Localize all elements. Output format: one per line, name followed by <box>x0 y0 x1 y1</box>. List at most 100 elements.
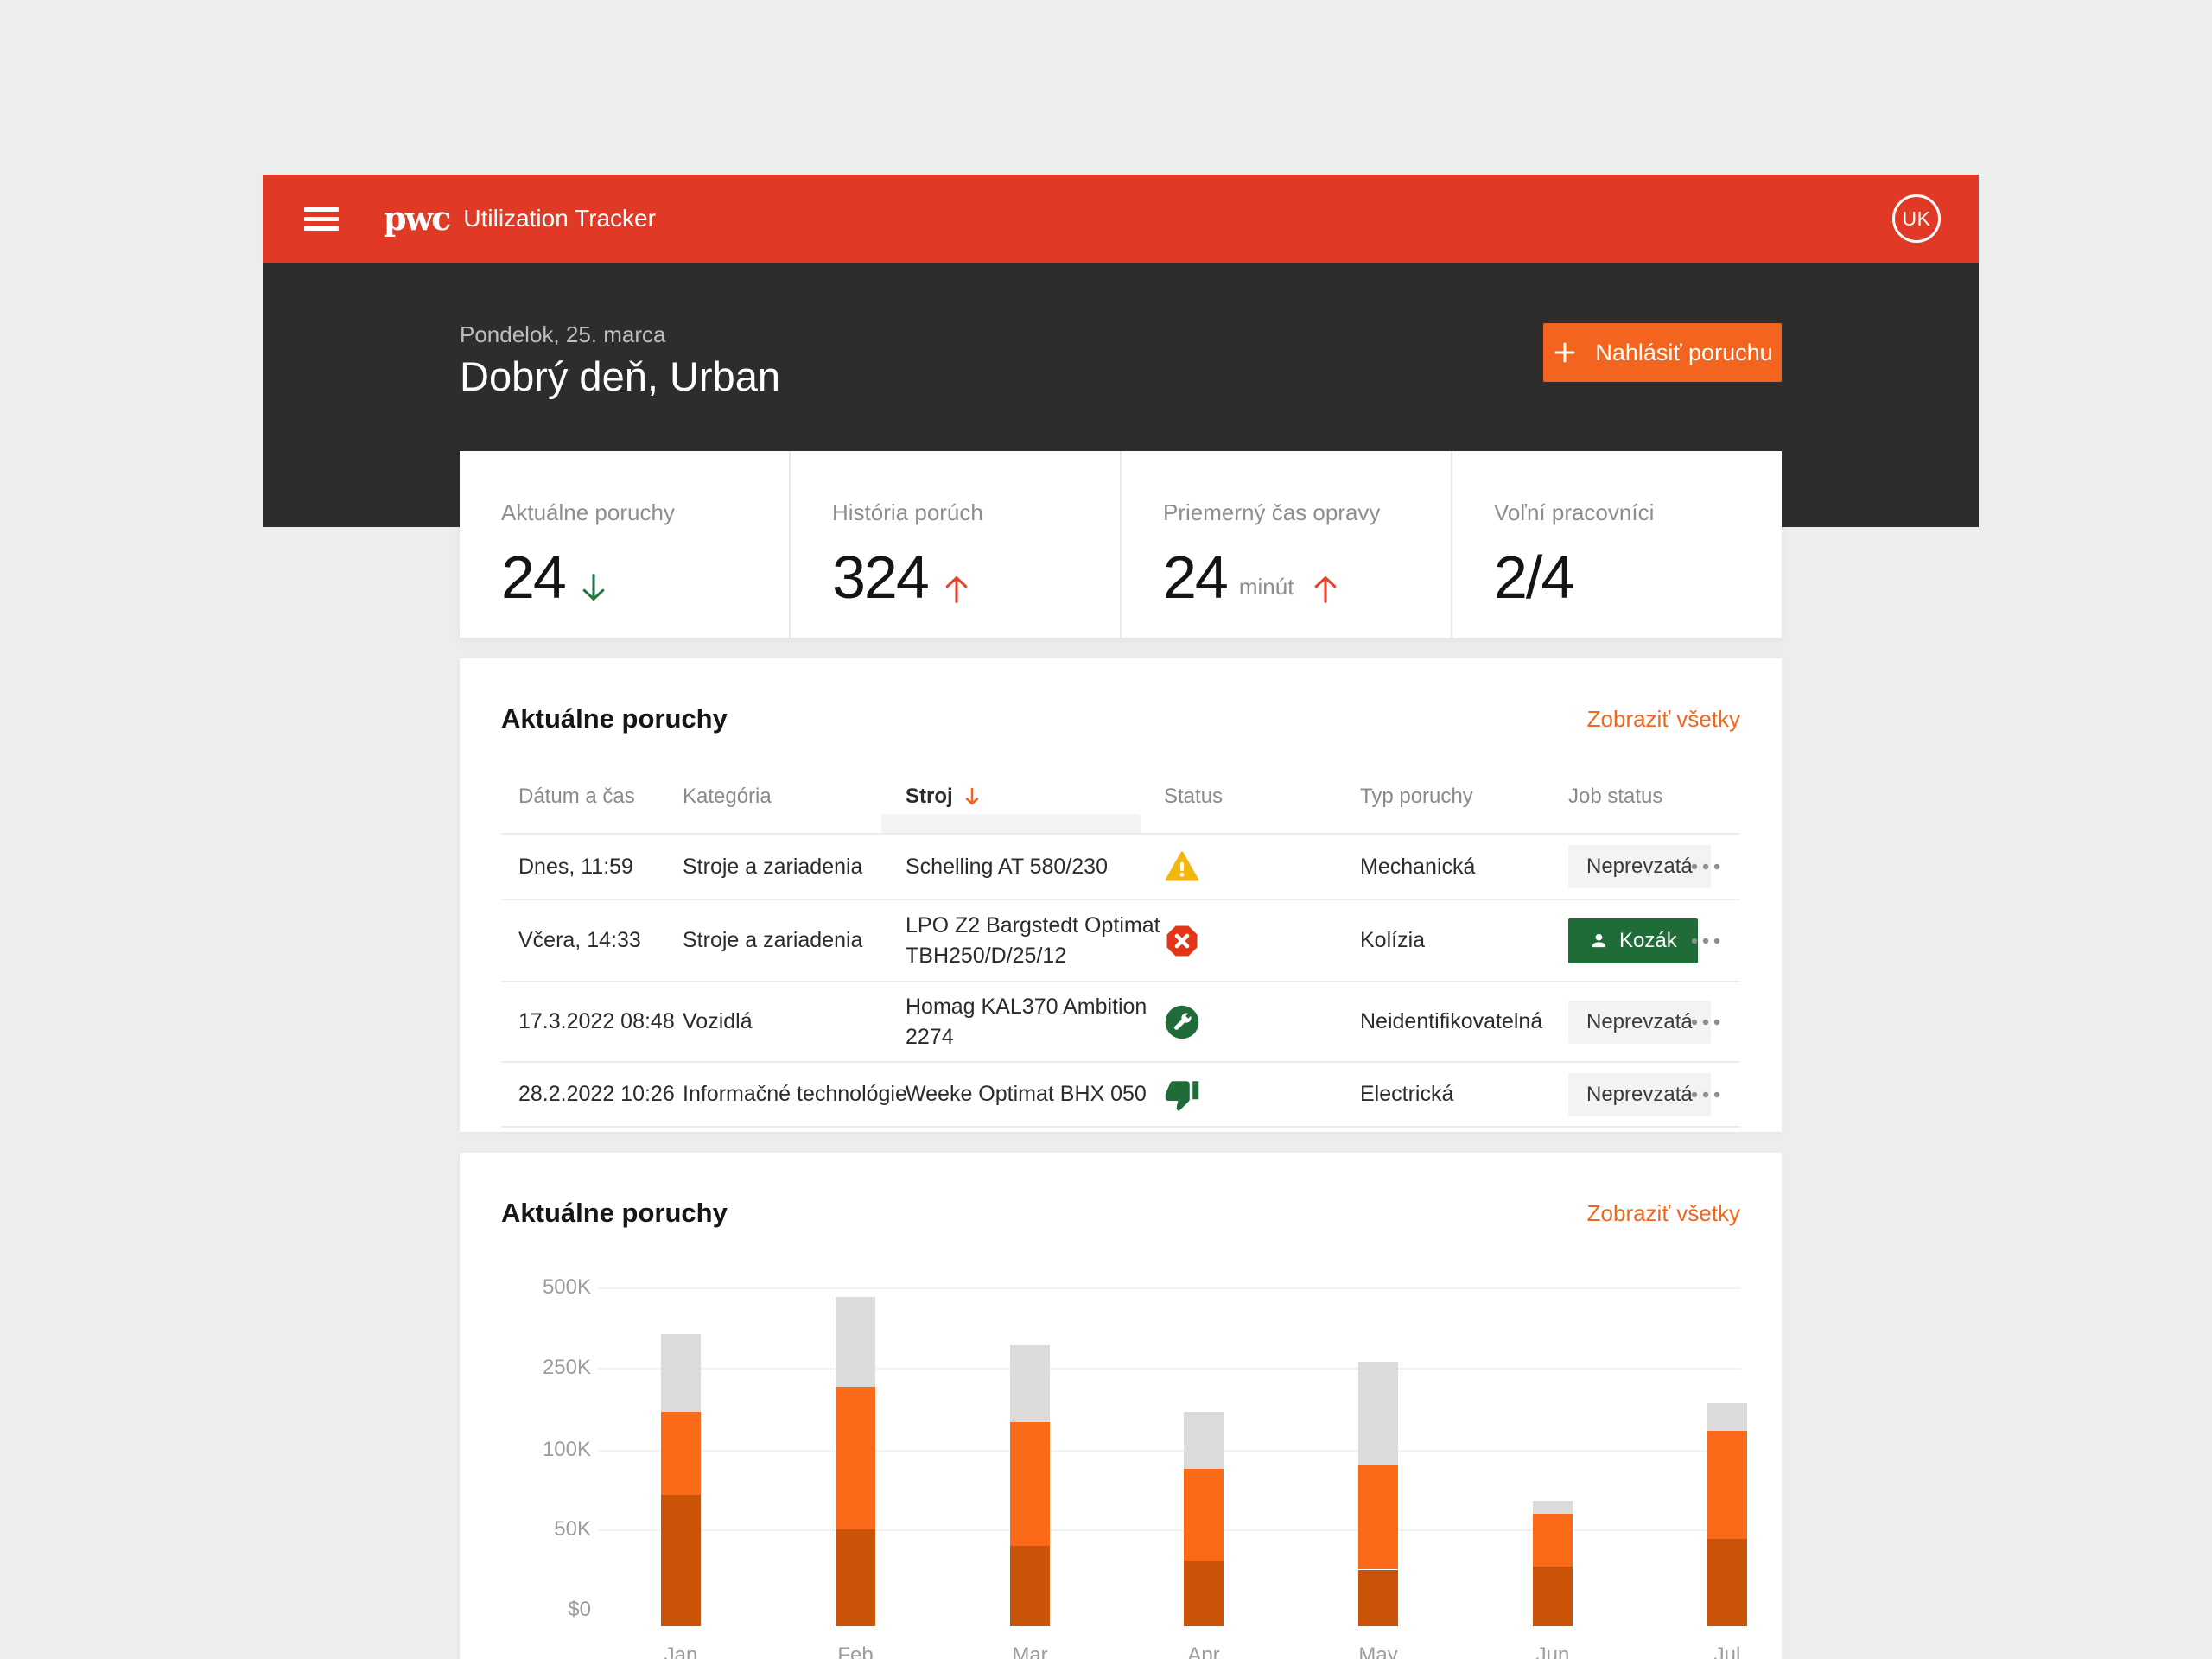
stat-value: 24 <box>501 543 567 611</box>
divider <box>501 1061 1740 1063</box>
section-title: Aktuálne poruchy <box>501 1198 728 1228</box>
column-header-category[interactable]: Kategória <box>683 785 772 808</box>
job-status-badge: Neprevzatá <box>1568 835 1711 899</box>
plus-icon <box>1554 342 1575 363</box>
trend-up-icon <box>940 571 973 606</box>
y-axis-label: 100K <box>542 1438 591 1461</box>
cell-machine: LPO Z2 Bargstedt Optimat TBH250/D/25/12 <box>906 912 1160 968</box>
chart-bar-segment <box>1358 1465 1398 1570</box>
person-icon <box>1592 933 1606 948</box>
show-all-link[interactable]: Zobraziť všetky <box>1586 1199 1740 1226</box>
x-axis-label: Jun <box>1535 1643 1570 1659</box>
divider <box>501 833 1740 835</box>
divider <box>501 1126 1740 1128</box>
divider <box>501 899 1740 900</box>
report-fault-button[interactable]: Nahlásiť poruchu <box>1543 323 1782 382</box>
cell-datetime: Dnes, 11:59 <box>518 854 633 879</box>
chart-bar-segment <box>1533 1513 1573 1567</box>
faults-chart-plot: $0 50K 100K 250K 500K Jan Feb Mar Apr May Jun Jul <box>460 1153 1782 1659</box>
stats-row: Aktuálne poruchy 24 História porúch 324 <box>460 451 1782 638</box>
y-axis-label: 250K <box>542 1356 591 1379</box>
chart-bar-segment <box>1707 1539 1747 1626</box>
warning-triangle-icon <box>1164 835 1200 899</box>
trend-up-icon <box>1309 571 1342 606</box>
gridline <box>598 1287 1740 1289</box>
chart-bar-segment <box>1533 1500 1573 1514</box>
column-header-datetime[interactable]: Dátum a čas <box>518 785 635 808</box>
greeting: Dobrý deň, Urban <box>460 353 780 399</box>
y-axis-label: $0 <box>568 1598 591 1621</box>
cell-category: Vozidlá <box>683 1009 753 1033</box>
chart-bar-segment <box>661 1494 701 1626</box>
error-octagon-icon <box>1164 900 1200 981</box>
stat-fault-history: História porúch 324 <box>789 451 1120 638</box>
cell-fault-type: Neidentifikovatelná <box>1360 1009 1543 1033</box>
job-status-badge: Neprevzatá <box>1568 982 1711 1061</box>
stat-free-workers: Voľní pracovníci 2/4 <box>1451 451 1782 638</box>
stat-value: 24 <box>1163 543 1229 611</box>
stat-label: Aktuálne poruchy <box>501 499 675 525</box>
table-row[interactable]: 28.2.2022 10:26 Informačné technológie W… <box>460 1063 1782 1126</box>
chart-bar-segment <box>1010 1545 1050 1626</box>
row-actions-menu[interactable] <box>1685 982 1726 1061</box>
x-axis-label: May <box>1358 1643 1398 1659</box>
stat-current-faults: Aktuálne poruchy 24 <box>460 451 789 638</box>
column-header-machine[interactable]: Stroj <box>906 785 982 809</box>
wrench-circle-icon <box>1164 982 1200 1061</box>
chart-bar-segment <box>661 1412 701 1495</box>
cell-datetime: 28.2.2022 10:26 <box>518 1082 675 1106</box>
chart-bar-segment <box>1010 1422 1050 1546</box>
x-axis-label: Mar <box>1012 1643 1048 1659</box>
current-date: Pondelok, 25. marca <box>460 321 666 347</box>
cell-machine: Schelling AT 580/230 <box>906 854 1108 879</box>
trend-down-icon <box>577 571 610 606</box>
row-actions-menu[interactable] <box>1685 1063 1726 1126</box>
job-status-badge: Neprevzatá <box>1568 1063 1711 1126</box>
stat-unit: minút <box>1238 574 1294 600</box>
x-axis-label: Jul <box>1713 1643 1741 1659</box>
y-axis-label: 500K <box>542 1274 591 1299</box>
gridline <box>598 1529 1740 1531</box>
x-axis-label: Jan <box>664 1643 698 1659</box>
chart-bar-segment <box>1358 1569 1398 1626</box>
cell-datetime: Včera, 14:33 <box>518 928 641 952</box>
x-axis-label: Feb <box>837 1643 874 1659</box>
menu-icon[interactable] <box>304 202 339 236</box>
chart-bar-segment <box>836 1297 875 1388</box>
table-row[interactable]: 17.3.2022 08:48 Vozidlá Homag KAL370 Amb… <box>460 982 1782 1061</box>
chart-bar-segment <box>836 1529 875 1626</box>
cell-machine: Homag KAL370 Ambition 2274 <box>906 994 1147 1049</box>
column-header-fault-type[interactable]: Typ poruchy <box>1360 785 1473 808</box>
cell-category: Stroje a zariadenia <box>683 928 863 952</box>
y-axis-label: 50K <box>554 1517 591 1541</box>
chart-bar-segment <box>1533 1566 1573 1626</box>
row-actions-menu[interactable] <box>1685 900 1726 981</box>
row-actions-menu[interactable] <box>1685 835 1726 899</box>
cell-category: Stroje a zariadenia <box>683 854 863 879</box>
faults-chart-card: Aktuálne poruchy Zobraziť všetky $0 50K 10… <box>460 1153 1782 1659</box>
job-status-badge-assigned[interactable]: Kozák <box>1568 900 1698 981</box>
stat-value: 324 <box>832 543 930 611</box>
chart-bar-segment <box>1184 1469 1224 1562</box>
chart-bar-segment <box>1184 1561 1224 1626</box>
pwc-logo: pwc <box>384 199 451 238</box>
cell-machine: Weeke Optimat BHX 050 <box>906 1082 1147 1106</box>
chart-bar-segment <box>1707 1430 1747 1540</box>
app-title: Utilization Tracker <box>463 205 656 232</box>
cell-category: Informačné technológie <box>683 1082 907 1106</box>
column-header-status[interactable]: Status <box>1164 785 1224 808</box>
divider <box>501 981 1740 982</box>
gridline <box>598 1368 1740 1370</box>
chart-bar-segment <box>661 1333 701 1413</box>
chart-bar-segment <box>1358 1361 1398 1466</box>
user-avatar[interactable]: UK <box>1892 194 1941 243</box>
table-row[interactable]: Dnes, 11:59 Stroje a zariadenia Schellin… <box>460 835 1782 899</box>
stat-label: Priemerný čas opravy <box>1163 499 1381 525</box>
cell-datetime: 17.3.2022 08:48 <box>518 1009 675 1033</box>
show-all-link[interactable]: Zobraziť všetky <box>1586 705 1740 732</box>
report-fault-label: Nahlásiť poruchu <box>1595 339 1773 365</box>
column-header-job-status[interactable]: Job status <box>1568 785 1663 808</box>
chart-bar-segment <box>836 1387 875 1529</box>
table-row[interactable]: Včera, 14:33 Stroje a zariadenia LPO Z2 … <box>460 900 1782 981</box>
